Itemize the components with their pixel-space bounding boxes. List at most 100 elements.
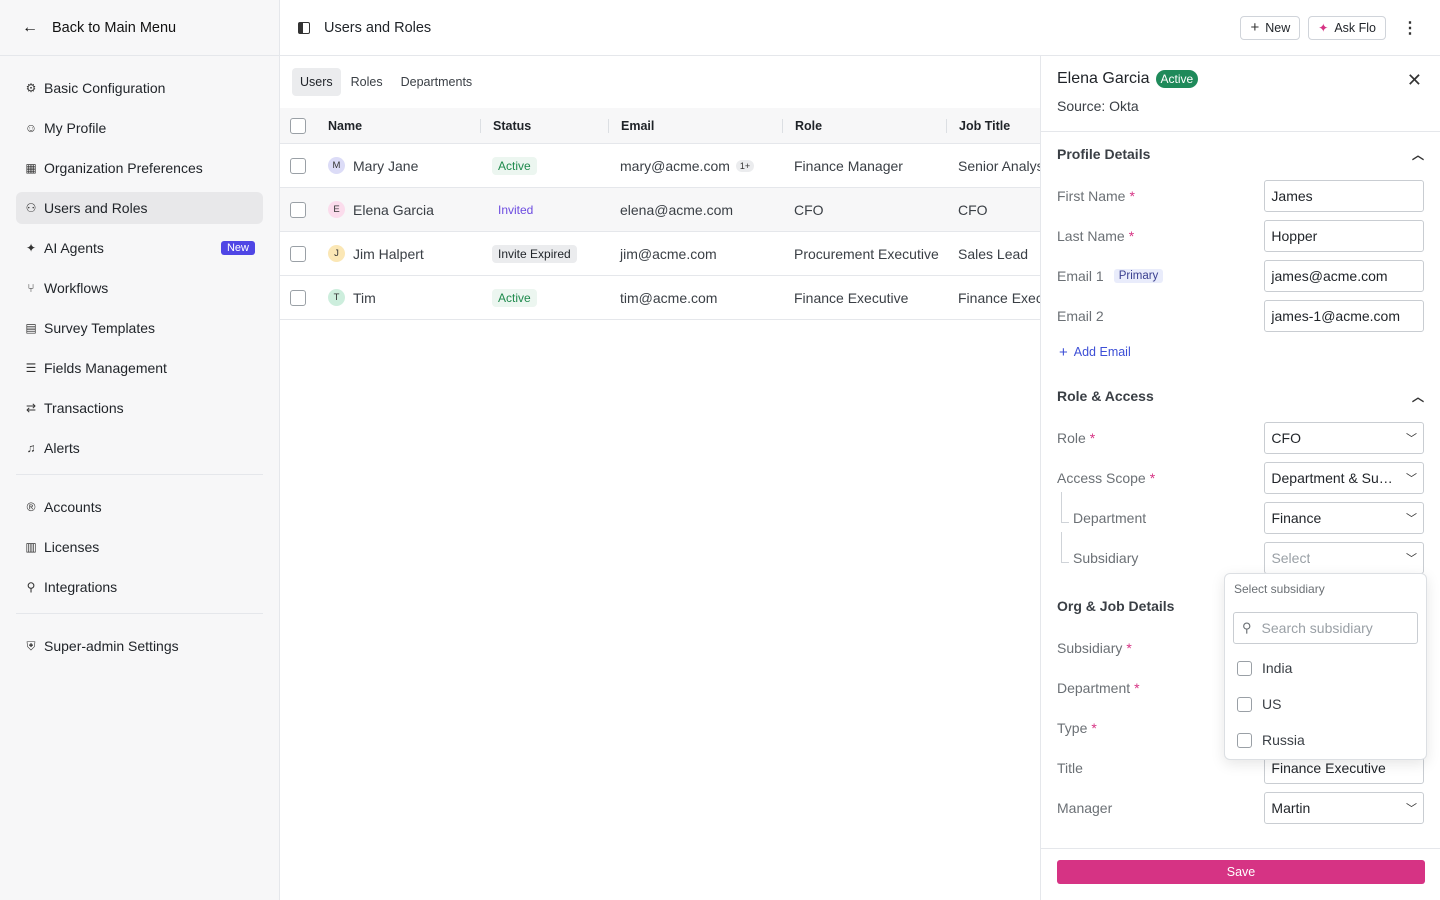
access-scope-select[interactable]: Department & Sub... ﹀ [1264, 462, 1424, 494]
section-title: Org & Job Details [1057, 598, 1175, 614]
user-detail-panel: Elena Garcia Active Source: Okta ✕ Profi… [1040, 56, 1440, 900]
option-label: Russia [1262, 732, 1305, 748]
last-name-field[interactable]: Hopper [1264, 220, 1424, 252]
workflow-icon: ⑂ [27, 281, 35, 295]
option-russia[interactable]: Russia [1233, 722, 1418, 758]
bell-icon: ♫ [26, 441, 36, 455]
option-india[interactable]: India [1233, 650, 1418, 686]
status-badge: Active [492, 288, 537, 307]
select-value: Department & Sub... [1271, 470, 1396, 486]
sidebar-item-fields-management[interactable]: ☰ Fields Management [16, 352, 263, 384]
sidebar-item-accounts[interactable]: ® Accounts [16, 491, 263, 523]
user-role: Finance Executive [794, 289, 909, 306]
role-select[interactable]: CFO ﹀ [1264, 422, 1424, 454]
department-row: Department Finance ﹀ [1041, 492, 1440, 538]
sidebar-item-organization-preferences[interactable]: ▦ Organization Preferences [16, 152, 263, 184]
save-button[interactable]: Save [1057, 860, 1425, 884]
sidebar-item-survey-templates[interactable]: ▤ Survey Templates [16, 312, 263, 344]
sidebar-item-label: Survey Templates [44, 320, 156, 336]
sidebar-toggle-icon[interactable] [298, 21, 310, 34]
email2-field[interactable]: james-1@acme.com [1264, 300, 1424, 332]
ask-flo-label: Ask Flo [1334, 20, 1376, 35]
avatar: E [328, 201, 345, 218]
sidebar-item-users-and-roles[interactable]: ⚇ Users and Roles [16, 192, 263, 224]
top-header: Users and Roles + New ✦ Ask Flo ⋮ [280, 0, 1440, 56]
sidebar-item-transactions[interactable]: ⇄ Transactions [16, 392, 263, 424]
chevron-down-icon: ﹀ [1406, 553, 1417, 565]
required-marker: * [1134, 680, 1140, 696]
column-header-status[interactable]: Status [480, 118, 608, 133]
manager-select[interactable]: Martin ﹀ [1264, 792, 1424, 824]
first-name-field[interactable]: James [1264, 180, 1424, 212]
new-button[interactable]: + New [1240, 15, 1301, 40]
type-row: Type * [1041, 708, 1440, 748]
table-row[interactable]: E Elena Garcia Invited elena@acme.com CF… [280, 188, 1040, 232]
column-header-email[interactable]: Email [608, 118, 782, 133]
select-all-checkbox[interactable] [290, 117, 306, 134]
sidebar-item-super-admin-settings[interactable]: ⛨ Super-admin Settings [16, 630, 263, 662]
more-emails-badge[interactable]: 1+ [735, 159, 755, 172]
profile-details-section-header[interactable]: Profile Details ︿ [1041, 132, 1440, 176]
row-checkbox[interactable] [290, 201, 306, 218]
option-us[interactable]: US [1233, 686, 1418, 722]
sidebar-item-integrations[interactable]: ⚲ Integrations [16, 571, 263, 603]
status-badge: Invited [498, 202, 534, 217]
role-access-section-header[interactable]: Role & Access ︿ [1041, 374, 1440, 418]
sidebar-nav: ⚙ Basic Configuration ☺ My Profile ▦ Org… [0, 56, 279, 662]
sidebar-item-label: Organization Preferences [44, 160, 203, 176]
ask-flo-button[interactable]: ✦ Ask Flo [1308, 15, 1386, 40]
email1-field[interactable]: james@acme.com [1264, 260, 1424, 292]
option-checkbox[interactable] [1237, 732, 1252, 748]
sidebar-item-licenses[interactable]: ▥ Licenses [16, 531, 263, 563]
search-subsidiary-input[interactable]: ⚲ Search subsidiary [1233, 612, 1418, 644]
avatar: M [328, 157, 345, 174]
tab-departments[interactable]: Departments [400, 75, 473, 89]
row-checkbox[interactable] [290, 289, 306, 306]
field-label: Type [1057, 720, 1088, 736]
department-select[interactable]: Finance ﹀ [1264, 502, 1424, 534]
divider [16, 613, 263, 614]
user-email: mary@acme.com [620, 157, 730, 174]
sidebar-item-workflows[interactable]: ⑂ Workflows [16, 272, 263, 304]
subsidiary-select[interactable]: Select ﹀ [1264, 542, 1424, 574]
chevron-down-icon: ﹀ [1406, 803, 1417, 815]
required-marker: * [1128, 228, 1135, 244]
required-marker: * [1129, 188, 1135, 204]
manager-row: Manager Martin ﹀ [1041, 788, 1440, 828]
option-checkbox[interactable] [1237, 660, 1252, 676]
primary-badge: Primary [1113, 269, 1164, 283]
required-marker: * [1149, 470, 1156, 486]
field-label: First Name [1057, 188, 1126, 204]
more-options-icon[interactable]: ⋮ [1402, 19, 1418, 37]
select-placeholder: Select [1271, 550, 1311, 566]
table-row[interactable]: J Jim Halpert Invite Expired jim@acme.co… [280, 232, 1040, 276]
row-checkbox[interactable] [290, 245, 306, 262]
close-icon[interactable]: ✕ [1406, 70, 1422, 90]
column-header-role[interactable]: Role [782, 118, 946, 133]
user-job-title: Sales Lead [958, 245, 1029, 262]
tab-users[interactable]: Users [292, 68, 341, 96]
column-header-name[interactable]: Name [328, 118, 363, 133]
sidebar-item-my-profile[interactable]: ☺ My Profile [16, 112, 263, 144]
field-label: Email 2 [1057, 308, 1104, 324]
avatar: J [328, 245, 345, 262]
table-row[interactable]: M Mary Jane Active mary@acme.com 1+ Fina… [280, 144, 1040, 188]
detail-user-name: Elena Garcia [1057, 70, 1150, 87]
sidebar-item-ai-agents[interactable]: ✦ AI Agents New [16, 232, 263, 264]
option-checkbox[interactable] [1237, 696, 1252, 712]
divider [16, 474, 263, 475]
sidebar-item-basic-configuration[interactable]: ⚙ Basic Configuration [16, 72, 263, 104]
sidebar-item-label: AI Agents [44, 240, 104, 256]
back-to-main-menu[interactable]: ← Back to Main Menu [0, 0, 279, 56]
org-job-section-header[interactable]: Org & Job Details [1041, 584, 1440, 628]
sidebar-item-alerts[interactable]: ♫ Alerts [16, 432, 263, 464]
table-row[interactable]: T Tim Active tim@acme.com Finance Execut… [280, 276, 1040, 320]
column-header-job-title[interactable]: Job Title [946, 118, 1040, 133]
user-name: Tim [353, 289, 376, 306]
add-email-button[interactable]: + Add Email [1041, 336, 1440, 368]
table-header: Name Status Email Role Job Title [280, 108, 1040, 144]
field-label: Email 1 [1057, 268, 1104, 284]
email2-row: Email 2 james-1@acme.com [1041, 296, 1440, 336]
row-checkbox[interactable] [290, 157, 306, 174]
tab-roles[interactable]: Roles [350, 75, 383, 89]
